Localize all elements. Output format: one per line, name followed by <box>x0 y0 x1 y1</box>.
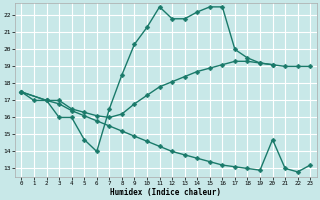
X-axis label: Humidex (Indice chaleur): Humidex (Indice chaleur) <box>110 188 221 197</box>
